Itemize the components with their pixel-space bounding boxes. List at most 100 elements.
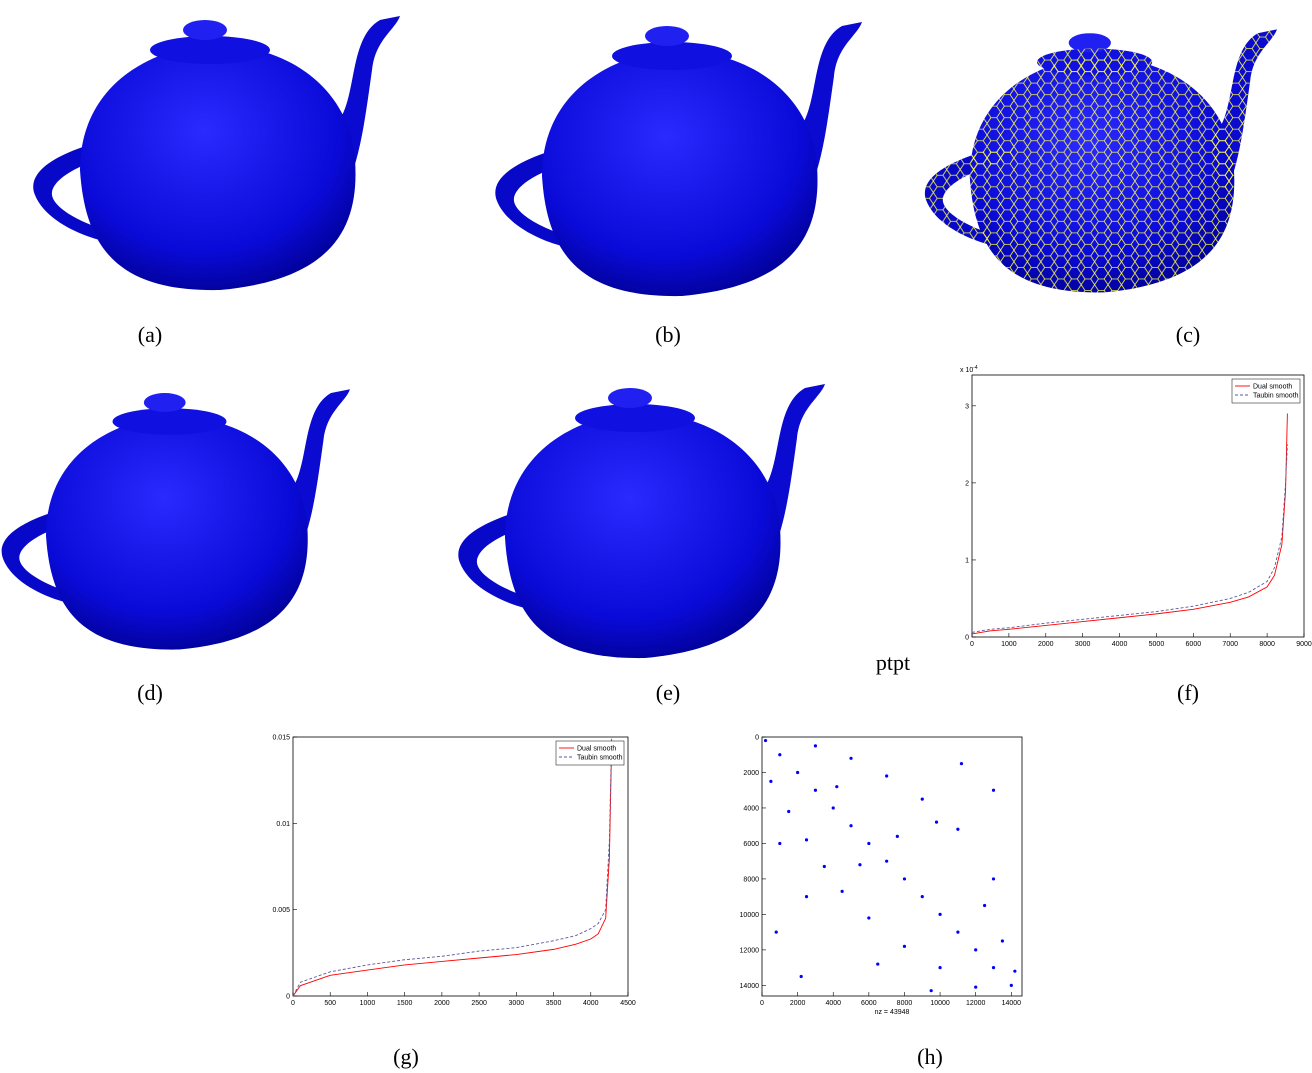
point xyxy=(841,890,844,893)
legend-label: Dual smooth xyxy=(1253,384,1292,391)
point xyxy=(778,842,781,845)
y-tick-label: 14000 xyxy=(740,983,760,990)
point xyxy=(960,762,963,765)
y-tick-label: 8000 xyxy=(743,876,759,883)
point xyxy=(823,865,826,868)
x-tick-label: 2500 xyxy=(471,1000,487,1007)
point xyxy=(867,916,870,919)
point xyxy=(903,877,906,880)
series-line xyxy=(972,414,1287,634)
point xyxy=(983,904,986,907)
point xyxy=(769,780,772,783)
caption: (a) xyxy=(138,322,162,347)
x-tick-label: 3000 xyxy=(509,1000,525,1007)
y-tick-label: 10000 xyxy=(740,912,760,919)
x-tick-label: 10000 xyxy=(930,1000,950,1007)
caption: (g) xyxy=(393,1044,419,1069)
teapot-a xyxy=(33,16,400,290)
x-tick-label: 2000 xyxy=(790,1000,806,1007)
point xyxy=(896,835,899,838)
caption: (b) xyxy=(655,322,681,347)
x-tick-label: 9000 xyxy=(1296,641,1312,648)
x-tick-label: 6000 xyxy=(861,1000,877,1007)
legend-label: Dual smooth xyxy=(577,746,616,753)
y-tick-label: 2000 xyxy=(743,770,759,777)
x-tick-label: 0 xyxy=(291,1000,295,1007)
point xyxy=(775,931,778,934)
x-tick-label: 4000 xyxy=(1112,641,1128,648)
point xyxy=(930,989,933,992)
caption: (d) xyxy=(137,680,163,705)
caption: (f) xyxy=(1177,680,1199,705)
teapot-e xyxy=(458,384,825,658)
point xyxy=(974,948,977,951)
y-tick-label: 6000 xyxy=(743,841,759,848)
y-tick-label: 2 xyxy=(965,480,969,487)
point xyxy=(835,785,838,788)
x-tick-label: 4000 xyxy=(825,1000,841,1007)
y-tick-label: 3 xyxy=(965,403,969,410)
y-tick-label: 0 xyxy=(965,635,969,642)
x-tick-label: 1500 xyxy=(397,1000,413,1007)
point xyxy=(849,757,852,760)
point xyxy=(885,774,888,777)
series-line xyxy=(972,444,1287,632)
x-tick-label: 2000 xyxy=(434,1000,450,1007)
point xyxy=(876,962,879,965)
page: (a) (b) (c) (d) (e) (f) (g) (h) ptpt 010… xyxy=(0,0,1312,1073)
point xyxy=(814,789,817,792)
point xyxy=(956,828,959,831)
teapot-b xyxy=(495,22,862,296)
point xyxy=(800,975,803,978)
point xyxy=(992,966,995,969)
figure: (a) (b) (c) (d) (e) (f) (g) (h) ptpt 010… xyxy=(0,0,1312,1073)
x-tick-label: 14000 xyxy=(1002,1000,1022,1007)
x-tick-label: 500 xyxy=(324,1000,336,1007)
x-tick-label: 3500 xyxy=(546,1000,562,1007)
point xyxy=(1001,939,1004,942)
point xyxy=(935,821,938,824)
teapot-c-mesh xyxy=(925,29,1277,292)
x-tick-label: 8000 xyxy=(897,1000,913,1007)
point xyxy=(938,913,941,916)
point xyxy=(832,806,835,809)
point xyxy=(885,860,888,863)
y-tick-label: 0.01 xyxy=(276,821,290,828)
caption: (e) xyxy=(656,680,680,705)
point xyxy=(921,797,924,800)
point xyxy=(805,838,808,841)
point xyxy=(814,744,817,747)
x-tick-label: 1000 xyxy=(1001,641,1017,648)
x-tick-label: 7000 xyxy=(1222,641,1238,648)
point xyxy=(867,842,870,845)
point xyxy=(992,877,995,880)
axes-frame xyxy=(293,737,628,996)
point xyxy=(1013,970,1016,973)
x-tick-label: 2000 xyxy=(1038,641,1054,648)
x-tick-label: 6000 xyxy=(1186,641,1202,648)
y-tick-label: 0 xyxy=(755,735,759,742)
y-multiplier-exponent: -4 xyxy=(973,365,978,371)
point xyxy=(778,753,781,756)
point xyxy=(787,810,790,813)
note: ptpt xyxy=(876,650,910,675)
caption: (c) xyxy=(1176,322,1200,347)
series-line xyxy=(293,737,612,996)
y-multiplier-base: x 10 xyxy=(960,367,973,374)
axes-frame xyxy=(762,737,1022,996)
teapot-d xyxy=(2,389,350,649)
point xyxy=(992,789,995,792)
x-tick-label: 3000 xyxy=(1075,641,1091,648)
x-tick-label: 0 xyxy=(760,1000,764,1007)
x-tick-label: 4000 xyxy=(583,1000,599,1007)
y-tick-label: 12000 xyxy=(740,947,760,954)
point xyxy=(956,931,959,934)
y-tick-label: 4000 xyxy=(743,805,759,812)
x-tick-label: 8000 xyxy=(1259,641,1275,648)
y-tick-label: 1 xyxy=(965,557,969,564)
point xyxy=(849,824,852,827)
point xyxy=(903,945,906,948)
x-tick-label: 5000 xyxy=(1149,641,1165,648)
x-tick-label: 1000 xyxy=(360,1000,376,1007)
axes-frame xyxy=(972,375,1304,637)
